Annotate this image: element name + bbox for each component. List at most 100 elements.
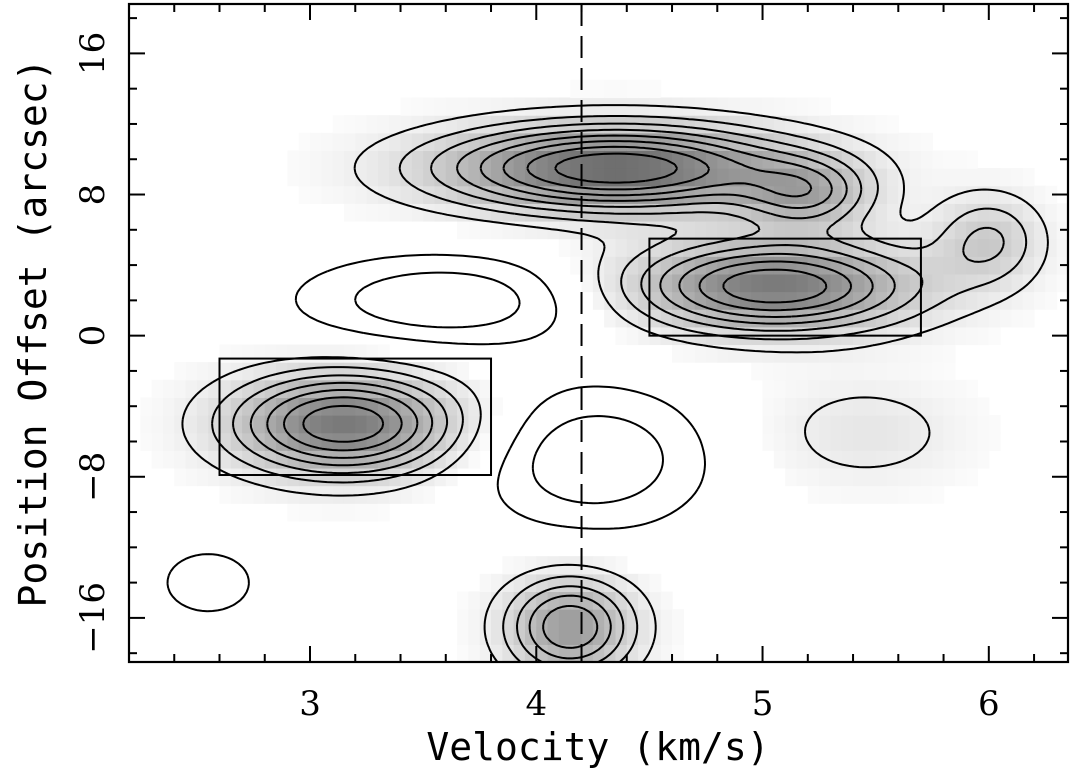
intensity-pixel (151, 397, 164, 416)
intensity-pixel (434, 467, 447, 487)
intensity-pixel (819, 185, 832, 204)
intensity-pixel (638, 168, 651, 187)
intensity-pixel (1022, 220, 1035, 240)
intensity-pixel (230, 397, 243, 416)
intensity-pixel (626, 644, 639, 662)
intensity-pixel (253, 467, 266, 487)
intensity-pixel (807, 220, 820, 240)
intensity-pixel (230, 485, 243, 504)
intensity-pixel (162, 432, 175, 451)
intensity-pixel (966, 397, 979, 416)
intensity-pixel (954, 379, 967, 398)
intensity-pixel (1000, 168, 1013, 187)
intensity-pixel (310, 450, 322, 469)
intensity-pixel (954, 291, 967, 310)
intensity-pixel (468, 644, 481, 662)
intensity-pixel (626, 220, 639, 240)
intensity-pixel (751, 362, 764, 381)
intensity-pixel (298, 168, 311, 187)
intensity-pixel (343, 467, 356, 487)
intensity-pixel (615, 291, 628, 310)
intensity-pixel (310, 415, 322, 434)
intensity-pixel (932, 485, 945, 504)
intensity-pixel (864, 397, 877, 416)
intensity-pixel (909, 203, 922, 222)
intensity-pixel (932, 379, 945, 398)
intensity-pixel (988, 432, 1001, 451)
intensity-pixel (547, 115, 560, 134)
intensity-pixel (751, 309, 764, 328)
intensity-pixel (739, 132, 752, 152)
intensity-pixel (513, 115, 526, 134)
intensity-pixel (264, 344, 277, 363)
intensity-pixel (400, 362, 413, 381)
intensity-pixel (174, 415, 187, 434)
intensity-pixel (807, 432, 820, 451)
intensity-pixel (377, 379, 390, 398)
intensity-pixel (524, 556, 537, 575)
intensity-pixel (355, 115, 368, 134)
intensity-pixel (932, 273, 945, 293)
intensity-pixel (208, 415, 221, 434)
intensity-pixel (751, 97, 764, 116)
intensity-pixel (807, 485, 820, 504)
intensity-pixel (886, 291, 899, 310)
intensity-pixel (807, 309, 820, 328)
intensity-pixel (445, 185, 458, 204)
intensity-pixel (604, 150, 617, 169)
intensity-pixel (841, 432, 854, 451)
intensity-pixel (536, 220, 549, 240)
intensity-pixel (604, 291, 617, 310)
intensity-pixel (592, 626, 605, 645)
negative-contour-level-1 (166, 253, 706, 613)
intensity-pixel (1045, 256, 1058, 275)
intensity-pixel (739, 97, 752, 116)
intensity-pixel (140, 432, 153, 451)
intensity-pixel (638, 220, 651, 240)
intensity-pixel (355, 503, 368, 522)
intensity-pixel (242, 397, 255, 416)
intensity-pixel (298, 503, 311, 522)
x-tick-label: 6 (978, 684, 1000, 724)
intensity-pixel (457, 609, 469, 628)
intensity-pixel (253, 362, 266, 381)
intensity-pixel (1045, 185, 1058, 204)
intensity-pixel (287, 397, 300, 416)
intensity-pixel (423, 485, 436, 504)
intensity-pixel (434, 132, 447, 152)
intensity-pixel (445, 450, 458, 469)
intensity-pixel (932, 326, 945, 346)
intensity-pixel (830, 132, 843, 152)
intensity-pixel (581, 273, 594, 293)
intensity-pixel (886, 256, 899, 275)
intensity-pixel (276, 432, 288, 451)
intensity-pixel (524, 220, 537, 240)
intensity-pixel (853, 203, 865, 222)
intensity-pixel (513, 609, 526, 628)
intensity-pixel (468, 415, 481, 434)
intensity-pixel (977, 432, 990, 451)
intensity-pixel (1022, 291, 1035, 310)
intensity-pixel (536, 556, 549, 575)
intensity-pixel (502, 185, 515, 204)
intensity-pixel (389, 432, 402, 451)
intensity-pixel (615, 79, 628, 99)
intensity-pixel (1034, 256, 1046, 275)
intensity-pixel (988, 203, 1001, 222)
intensity-pixel (728, 273, 741, 293)
intensity-pixel (445, 379, 458, 398)
intensity-pixel (683, 256, 696, 275)
intensity-pixel (196, 397, 209, 416)
intensity-pixel (1056, 203, 1068, 222)
intensity-pixel (807, 362, 820, 381)
intensity-pixel (739, 185, 752, 204)
intensity-pixel (943, 168, 956, 187)
intensity-pixel (457, 644, 469, 662)
intensity-pixel (796, 168, 809, 187)
intensity-pixel (875, 379, 888, 398)
intensity-pixel (785, 97, 798, 116)
intensity-pixel (230, 450, 243, 469)
intensity-pixel (400, 485, 413, 504)
intensity-pixel (807, 450, 820, 469)
intensity-pixel (705, 256, 718, 275)
